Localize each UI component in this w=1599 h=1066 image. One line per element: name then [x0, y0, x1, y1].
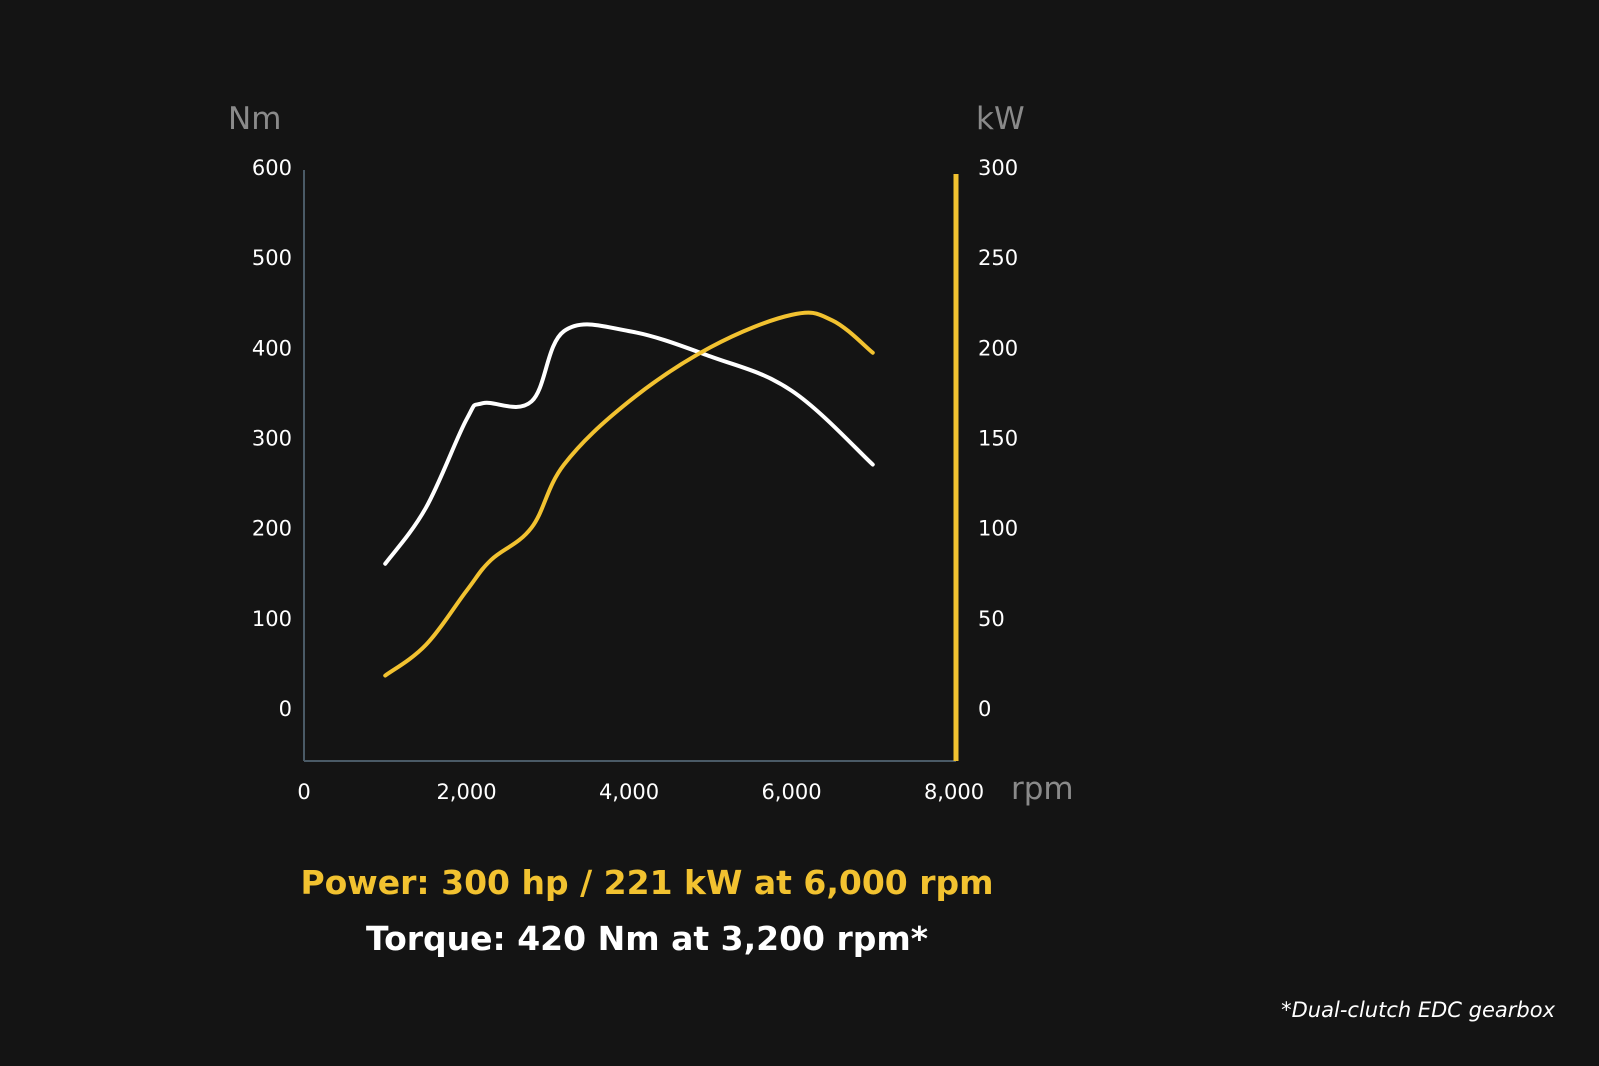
left-y-tick-label: 500: [252, 246, 292, 270]
x-tick-labels: 0 2,000 4,000 6,000 8,000: [297, 780, 984, 804]
left-y-tick-label: 100: [252, 607, 292, 631]
torque-caption: Torque: 420 Nm at 3,200 rpm*: [365, 919, 929, 958]
left-y-tick-label: 600: [252, 156, 292, 180]
x-axis-unit-label: rpm: [1011, 771, 1074, 807]
x-tick-label: 2,000: [436, 780, 496, 804]
x-tick-label: 6,000: [761, 780, 821, 804]
left-y-tick-label: 400: [252, 336, 292, 360]
torque-curve: [383, 322, 875, 566]
right-y-tick-label: 200: [978, 336, 1018, 360]
right-y-tick-labels: 300 250 200 150 100 50 0: [978, 156, 1018, 721]
right-y-tick-label: 250: [978, 246, 1018, 270]
right-axis-unit-label: kW: [976, 101, 1025, 137]
series-lines: [383, 310, 875, 678]
x-tick-label: 8,000: [924, 780, 984, 804]
power-caption: Power: 300 hp / 221 kW at 6,000 rpm: [300, 863, 994, 902]
left-y-tick-label: 0: [279, 697, 292, 721]
left-y-tick-label: 200: [252, 517, 292, 541]
right-y-tick-label: 0: [978, 697, 991, 721]
right-y-tick-label: 100: [978, 517, 1018, 541]
left-axis-unit-label: Nm: [228, 101, 281, 137]
right-y-tick-label: 300: [978, 156, 1018, 180]
right-y-tick-label: 50: [978, 607, 1005, 631]
x-tick-label: 4,000: [599, 780, 659, 804]
right-y-tick-label: 150: [978, 427, 1018, 451]
power-curve: [383, 310, 875, 678]
x-tick-label: 0: [297, 780, 310, 804]
left-y-tick-label: 300: [252, 427, 292, 451]
footnote: *Dual-clutch EDC gearbox: [1281, 998, 1555, 1022]
left-y-tick-labels: 600 500 400 300 200 100 0: [252, 156, 292, 721]
